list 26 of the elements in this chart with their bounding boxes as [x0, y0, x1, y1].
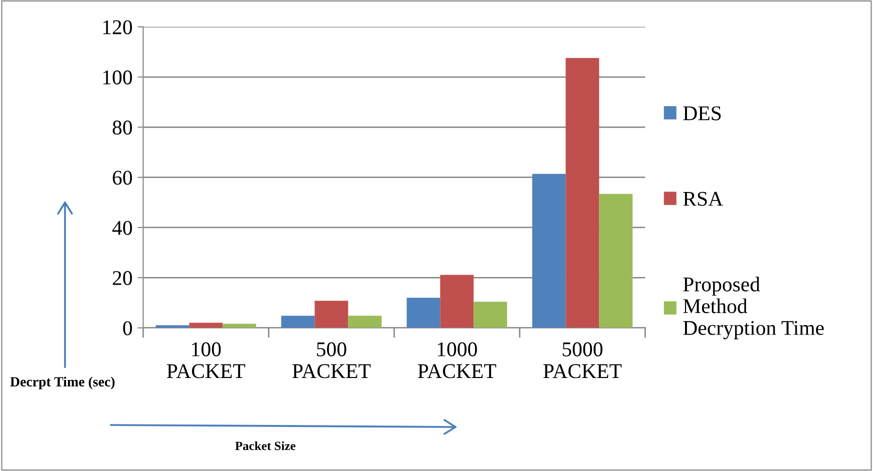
- bar: [281, 316, 315, 328]
- bar: [406, 298, 440, 328]
- y-tick-label: 40: [112, 220, 132, 235]
- bar: [566, 58, 600, 328]
- bar: [440, 274, 474, 328]
- legend-label: RSA: [683, 192, 724, 206]
- bar: [532, 174, 566, 328]
- bar: [599, 194, 633, 328]
- y-tick-label: 20: [112, 271, 132, 286]
- y-tick-label: 80: [112, 120, 132, 135]
- bar: [189, 322, 223, 328]
- bar: [314, 300, 348, 328]
- y-tick-label: 60: [112, 170, 132, 185]
- y-tick-label: 120: [103, 20, 132, 34]
- text: Decrpt Time (sec): [10, 376, 115, 390]
- x-tick-label: 5000 PACKET: [543, 342, 622, 378]
- x-tick-label: 100 PACKET: [166, 342, 246, 378]
- y-tick-label: 0: [123, 321, 132, 336]
- text: Packet Size: [235, 441, 296, 450]
- x-tick-label: 500 PACKET: [292, 342, 371, 378]
- y-tick-label: 100: [103, 70, 132, 84]
- bar: [474, 302, 508, 328]
- bar: [348, 316, 382, 328]
- legend-label: Proposed Method Decryption Time: [683, 276, 824, 340]
- legend-label: DES: [683, 106, 721, 120]
- x-tick-label: 1000 PACKET: [418, 342, 496, 378]
